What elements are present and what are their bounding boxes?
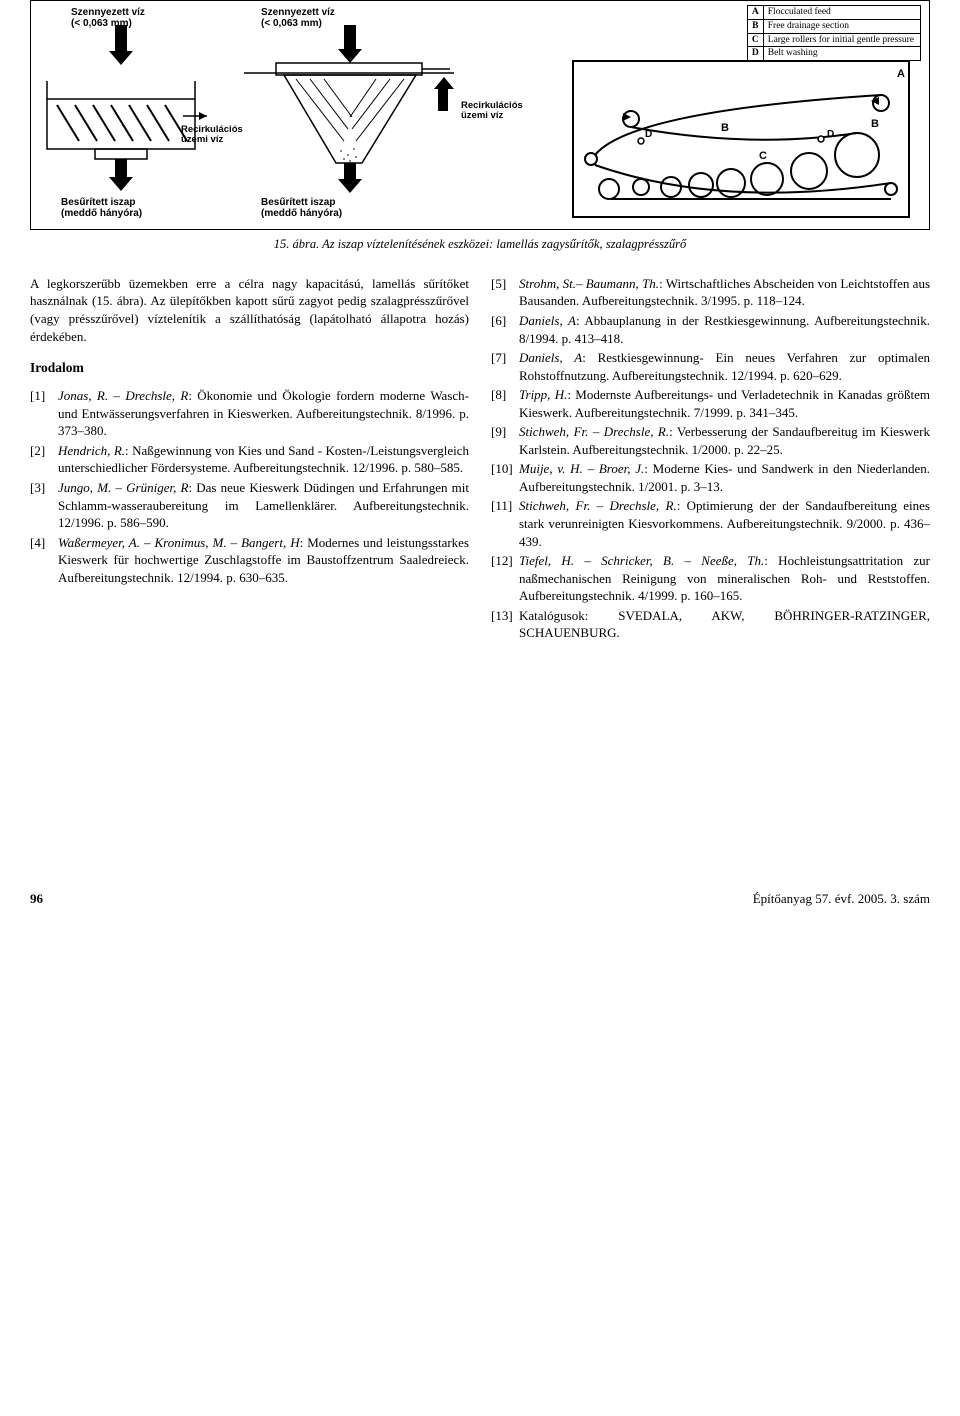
ref-text: Waßermeyer, A. – Kronimus, M. – Bangert,…: [58, 534, 469, 587]
ref-item: [6] Daniels, A: Abbauplanung in der Rest…: [491, 312, 930, 347]
ref-text: Hendrich, R.: Naßgewinnung von Kies und …: [58, 442, 469, 477]
ref-item: [2] Hendrich, R.: Naßgewinnung von Kies …: [30, 442, 469, 477]
legend-val: Large rollers for initial gentle pressur…: [764, 34, 920, 47]
figure-legend: A Flocculated feed B Free drainage secti…: [747, 5, 921, 61]
ref-text: Jungo, M. – Grüniger, R: Das neue Kieswe…: [58, 479, 469, 532]
ref-num: [2]: [30, 442, 58, 477]
svg-text:D: D: [645, 129, 652, 140]
figure-15-caption: 15. ábra. Az iszap víztelenítésének eszk…: [30, 236, 930, 253]
ref-text: Stichweh, Fr. – Drechsle, R.: Verbesseru…: [519, 423, 930, 458]
thickener-2-diagram: [236, 11, 456, 211]
ref-text: Tripp, H.: Modernste Aufbereitungs- und …: [519, 386, 930, 421]
legend-row: B Free drainage section: [748, 20, 920, 34]
ref-text: Strohm, St.– Baumann, Th.: Wirtschaftlic…: [519, 275, 930, 310]
legend-row: A Flocculated feed: [748, 6, 920, 20]
ref-num: [3]: [30, 479, 58, 532]
ref-num: [8]: [491, 386, 519, 421]
ref-num: [12]: [491, 552, 519, 605]
left-column: A legkorszerűbb üzemekben erre a célra n…: [30, 275, 469, 644]
figure-15-box: A Flocculated feed B Free drainage secti…: [30, 0, 930, 230]
ref-num: [1]: [30, 387, 58, 440]
ref-text: Muije, v. H. – Broer, J.: Moderne Kies- …: [519, 460, 930, 495]
ref-text: Jonas, R. – Drechsle, R: Ökonomie und Ök…: [58, 387, 469, 440]
legend-key: B: [748, 20, 764, 33]
ref-num: [10]: [491, 460, 519, 495]
legend-key: A: [748, 6, 764, 19]
label-szennyezett-1: Szennyezett víz (< 0,063 mm): [71, 7, 145, 29]
ref-num: [7]: [491, 349, 519, 384]
ref-item: [13] Katalógusok: SVEDALA, AKW, BÖHRINGE…: [491, 607, 930, 642]
page: A Flocculated feed B Free drainage secti…: [0, 0, 960, 927]
irodalom-heading: Irodalom: [30, 359, 469, 377]
ref-item: [12] Tiefel, H. – Schricker, B. – Neeße,…: [491, 552, 930, 605]
references-right: [5] Strohm, St.– Baumann, Th.: Wirtschaf…: [491, 275, 930, 642]
label-recirk-1: Recirkulációs üzemi víz: [181, 125, 243, 146]
ref-item: [10] Muije, v. H. – Broer, J.: Moderne K…: [491, 460, 930, 495]
ref-text: Stichweh, Fr. – Drechsle, R.: Optimierun…: [519, 497, 930, 550]
svg-text:D: D: [827, 129, 834, 140]
journal-info: Építőanyag 57. évf. 2005. 3. szám: [753, 890, 930, 908]
ref-item: [9] Stichweh, Fr. – Drechsle, R.: Verbes…: [491, 423, 930, 458]
ref-text: Katalógusok: SVEDALA, AKW, BÖHRINGER-RAT…: [519, 607, 930, 642]
label-besuritett-2: Besűrített iszap (meddő hányóra): [261, 197, 342, 219]
svg-text:B: B: [721, 122, 729, 134]
ref-item: [3] Jungo, M. – Grüniger, R: Das neue Ki…: [30, 479, 469, 532]
body-columns: A legkorszerűbb üzemekben erre a célra n…: [30, 275, 930, 644]
svg-text:C: C: [759, 150, 767, 162]
ref-num: [11]: [491, 497, 519, 550]
references-left: [1] Jonas, R. – Drechsle, R: Ökonomie un…: [30, 387, 469, 586]
ref-item: [7] Daniels, A: Restkiesgewinnung- Ein n…: [491, 349, 930, 384]
ref-item: [11] Stichweh, Fr. – Drechsle, R.: Optim…: [491, 497, 930, 550]
ref-item: [4] Waßermeyer, A. – Kronimus, M. – Bang…: [30, 534, 469, 587]
label-szennyezett-2: Szennyezett víz (< 0,063 mm): [261, 7, 335, 29]
svg-text:B: B: [871, 118, 879, 130]
page-footer: 96 Építőanyag 57. évf. 2005. 3. szám: [30, 884, 930, 908]
ref-num: [6]: [491, 312, 519, 347]
label-besuritett-1: Besűrített iszap (meddő hányóra): [61, 197, 142, 219]
ref-num: [9]: [491, 423, 519, 458]
label-recirk-2: Recirkulációs üzemi víz: [461, 101, 523, 122]
legend-val: Flocculated feed: [764, 6, 837, 19]
ref-num: [4]: [30, 534, 58, 587]
legend-row: C Large rollers for initial gentle press…: [748, 34, 920, 48]
ref-item: [1] Jonas, R. – Drechsle, R: Ökonomie un…: [30, 387, 469, 440]
svg-text:A: A: [897, 68, 905, 80]
page-number: 96: [30, 890, 43, 908]
belt-press-diagram: A B B C D D: [571, 59, 911, 219]
ref-item: [5] Strohm, St.– Baumann, Th.: Wirtschaf…: [491, 275, 930, 310]
ref-text: Daniels, A: Abbauplanung in der Restkies…: [519, 312, 930, 347]
right-column: [5] Strohm, St.– Baumann, Th.: Wirtschaf…: [491, 275, 930, 644]
ref-num: [5]: [491, 275, 519, 310]
ref-text: Tiefel, H. – Schricker, B. – Neeße, Th.:…: [519, 552, 930, 605]
ref-text: Daniels, A: Restkiesgewinnung- Ein neues…: [519, 349, 930, 384]
thickener-1-diagram: [37, 11, 207, 211]
legend-key: C: [748, 34, 764, 47]
intro-paragraph: A legkorszerűbb üzemekben erre a célra n…: [30, 275, 469, 345]
legend-val: Free drainage section: [764, 20, 855, 33]
ref-num: [13]: [491, 607, 519, 642]
ref-item: [8] Tripp, H.: Modernste Aufbereitungs- …: [491, 386, 930, 421]
